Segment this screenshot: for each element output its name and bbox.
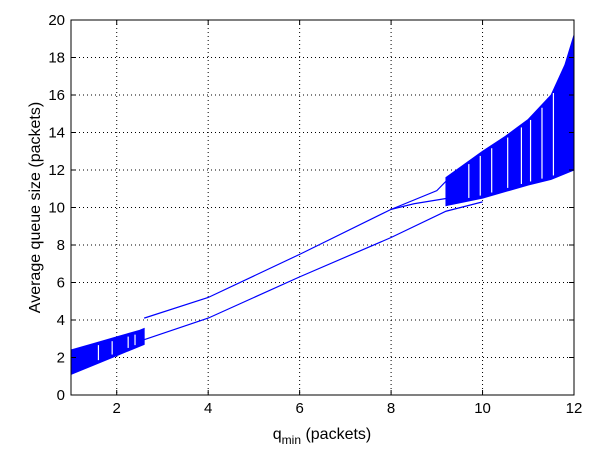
y-axis-label: Average queue size (packets) bbox=[27, 102, 44, 313]
x-axis-label-subscript: min bbox=[282, 433, 301, 447]
y-tick-label: 12 bbox=[48, 162, 65, 179]
x-tick-label: 8 bbox=[387, 400, 395, 417]
y-tick-label: 4 bbox=[57, 312, 65, 329]
data-band-0 bbox=[70, 327, 145, 376]
axis-ticks bbox=[71, 19, 575, 396]
tick-labels: 2 4 6 8 10 12 0 2 4 6 8 10 12 14 16 18 20 bbox=[48, 12, 582, 417]
grid-lines bbox=[71, 20, 574, 395]
y-tick-label: 0 bbox=[57, 387, 65, 404]
y-tick-label: 14 bbox=[48, 125, 65, 142]
y-tick-label: 8 bbox=[57, 237, 65, 254]
y-tick-label: 10 bbox=[48, 200, 65, 217]
x-axis-label-main: q bbox=[273, 426, 282, 443]
data-line-1 bbox=[143, 180, 447, 319]
y-tick-label: 20 bbox=[48, 12, 65, 29]
data-line-2 bbox=[143, 201, 483, 341]
x-tick-label: 6 bbox=[295, 400, 303, 417]
x-axis-label-suffix: (packets) bbox=[301, 426, 371, 443]
x-tick-label: 2 bbox=[113, 400, 121, 417]
x-tick-label: 4 bbox=[204, 400, 212, 417]
x-axis-label: qmin (packets) bbox=[273, 426, 372, 447]
plot-area bbox=[71, 20, 574, 395]
data-series bbox=[70, 34, 575, 376]
y-tick-label: 6 bbox=[57, 275, 65, 292]
x-tick-label: 10 bbox=[474, 400, 491, 417]
x-tick-label: 12 bbox=[566, 400, 583, 417]
y-tick-label: 2 bbox=[57, 350, 65, 367]
y-tick-label: 16 bbox=[48, 87, 65, 104]
y-tick-label: 18 bbox=[48, 50, 65, 67]
